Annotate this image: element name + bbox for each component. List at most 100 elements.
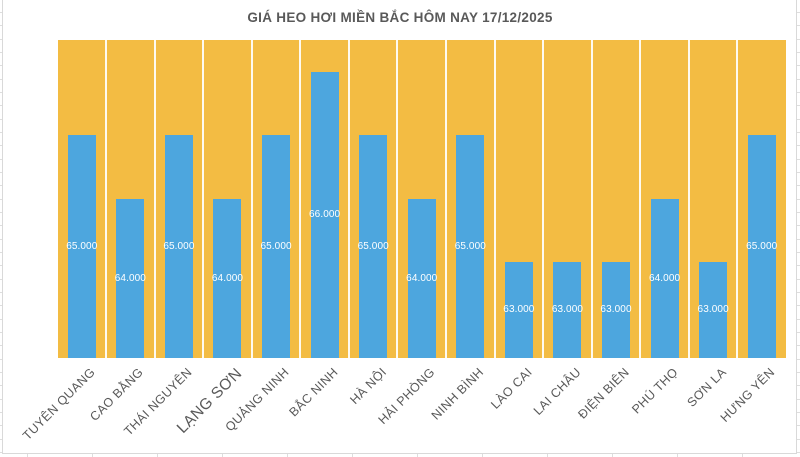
worksheet-gridline: [0, 318, 2, 320]
worksheet-gridline: [0, 65, 2, 67]
bar: 65.000: [260, 135, 292, 358]
worksheet-gridline: [797, 12, 800, 13]
chart-border-left: [2, 0, 3, 453]
worksheet-gridline: [797, 78, 800, 80]
category-gridline: [542, 40, 545, 358]
worksheet-gridline: [797, 345, 800, 347]
worksheet-gridline: [0, 225, 2, 227]
worksheet-gridline: [797, 25, 800, 27]
worksheet-gridline: [0, 78, 2, 80]
worksheet-gridline: [0, 185, 2, 187]
worksheet-gridline: [797, 398, 800, 400]
category-gridline: [105, 40, 108, 358]
worksheet-gridline: [0, 251, 2, 253]
worksheet-gridline: [0, 52, 2, 53]
category-gridline: [639, 40, 642, 358]
worksheet-gridline: [797, 198, 800, 200]
worksheet-gridline: [797, 145, 800, 147]
worksheet-gridline: [0, 145, 2, 147]
worksheet-gridline: [0, 358, 2, 360]
worksheet-gridline: [0, 398, 2, 400]
bar-value-label: 65.000: [66, 240, 98, 252]
worksheet-gridline: [741, 454, 743, 457]
bar: 64.000: [211, 198, 244, 358]
worksheet-gridline: [0, 118, 2, 120]
worksheet-gridline: [797, 38, 800, 40]
worksheet-gridline: [797, 318, 800, 320]
worksheet-gridline: [797, 305, 800, 307]
x-axis-label: ĐIỆN BIÊN: [575, 364, 632, 422]
category-gridline: [590, 40, 593, 358]
worksheet-gridline: [0, 158, 2, 160]
bar-value-label: 64.000: [406, 272, 438, 284]
chart-title: GIÁ HEO HƠI MIỀN BẮC HÔM NAY 17/12/2025: [247, 10, 553, 25]
worksheet-gridline: [797, 265, 800, 267]
worksheet-gridline: [611, 454, 613, 457]
category-gridline: [202, 40, 205, 358]
worksheet-gridline: [546, 454, 548, 457]
plot-area: 65.000 64.000 65.000 64.000 65.000 66.000 65.0…: [57, 40, 786, 358]
worksheet-gridline: [156, 454, 158, 457]
worksheet-gridline: [0, 38, 2, 40]
category-gridline: [736, 40, 739, 358]
worksheet-gridline: [797, 212, 800, 213]
bar-value-label: 64.000: [114, 272, 146, 284]
bar-value-label: 64.000: [211, 272, 244, 284]
worksheet-gridline: [0, 345, 2, 347]
worksheet-gridline: [797, 358, 800, 360]
worksheet-gridline: [0, 451, 2, 453]
bar-value-label: 63.000: [551, 304, 584, 316]
worksheet-gridline: [0, 172, 2, 173]
worksheet-gridline: [797, 105, 800, 107]
worksheet-gridline: [797, 331, 800, 333]
worksheet-gridline: [351, 454, 353, 457]
worksheet-gridline: [797, 118, 800, 120]
worksheet-gridline: [797, 225, 800, 227]
x-axis-label: LÀO CAI: [488, 364, 535, 412]
worksheet-gridline: [481, 454, 483, 457]
bar: 65.000: [163, 135, 195, 358]
category-gridline: [396, 40, 399, 358]
x-axis: TUYÊN QUANG CAO BẰNG THÁI NGUYÊN LẠNG SƠN QU…: [20, 358, 787, 457]
worksheet-gridline: [0, 371, 2, 373]
worksheet-gridline: [797, 278, 800, 280]
bar-value-label: 65.000: [163, 240, 195, 252]
worksheet-gridline: [0, 25, 2, 27]
bar-value-label: 63.000: [600, 304, 632, 316]
worksheet-gridline: [286, 454, 288, 457]
worksheet-gridline: [797, 411, 800, 413]
worksheet-gridline: [221, 454, 223, 457]
x-axis-label: TUYÊN QUANG: [19, 364, 98, 443]
bar: 63.000: [698, 262, 729, 358]
worksheet-gridline: [797, 291, 800, 293]
worksheet-gridline: [797, 185, 800, 187]
worksheet-gridline: [0, 331, 2, 333]
bar-value-label: 65.000: [357, 240, 389, 252]
worksheet-gridline: [676, 454, 678, 457]
bar: 65.000: [746, 135, 777, 358]
bar: 63.000: [503, 262, 535, 358]
worksheet-gridline: [797, 158, 800, 160]
worksheet-gridline: [797, 238, 800, 240]
worksheet-gridline: [797, 52, 800, 53]
worksheet-gridline: [0, 265, 2, 267]
category-gridline: [299, 40, 302, 358]
worksheet-gridline: [0, 92, 2, 93]
x-axis-label: PHÚ THỌ: [628, 364, 681, 416]
bar-value-label: 64.000: [648, 272, 681, 284]
x-axis-label: HÀ NỘI: [347, 364, 390, 407]
bar: 66.000: [309, 71, 341, 358]
bar-value-label: 66.000: [309, 209, 341, 221]
worksheet-gridline: [0, 238, 2, 240]
bar-value-label: 63.000: [503, 304, 535, 316]
bar: 63.000: [551, 262, 584, 358]
worksheet-gridline: [0, 278, 2, 280]
worksheet-gridline: [797, 371, 800, 373]
worksheet-gridline: [0, 105, 2, 107]
category-gridline: [250, 40, 253, 358]
chart-border-bottom: [2, 453, 797, 454]
worksheet-gridline: [0, 212, 2, 213]
worksheet-gridline: [797, 425, 800, 427]
worksheet-gridline: [416, 454, 418, 457]
worksheet-gridline: [797, 438, 800, 440]
